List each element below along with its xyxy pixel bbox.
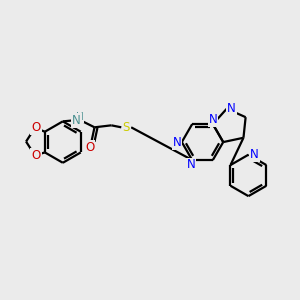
Text: S: S bbox=[122, 121, 130, 134]
Text: O: O bbox=[31, 121, 40, 134]
Text: H: H bbox=[76, 112, 83, 122]
Text: N: N bbox=[227, 102, 236, 115]
Text: N: N bbox=[72, 114, 81, 127]
Text: N: N bbox=[187, 158, 196, 172]
Text: O: O bbox=[31, 149, 40, 162]
Text: N: N bbox=[172, 136, 181, 148]
Text: N: N bbox=[208, 113, 217, 126]
Text: N: N bbox=[250, 148, 259, 161]
Text: O: O bbox=[85, 141, 94, 154]
